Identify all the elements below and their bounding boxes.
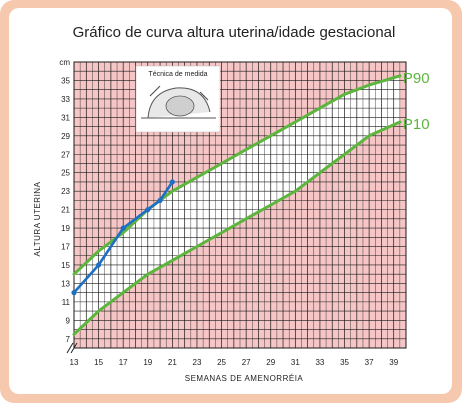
measurement-point	[169, 179, 175, 185]
x-tick-label: 35	[340, 358, 349, 367]
y-tick-label: 25	[61, 169, 70, 178]
x-tick-label: 27	[242, 358, 251, 367]
y-tick-label: 31	[61, 113, 70, 122]
x-tick-label: 17	[119, 358, 128, 367]
y-tick-label: 19	[61, 224, 70, 233]
series-label-p90: P90	[403, 70, 430, 87]
measurement-point	[71, 290, 77, 296]
y-tick-label: 9	[66, 316, 71, 325]
y-unit-label: cm	[59, 58, 70, 67]
x-tick-label: 15	[94, 358, 103, 367]
chart-title: Gráfico de curva altura uterina/idade ge…	[73, 24, 396, 41]
plot-border	[73, 61, 407, 349]
pregnant-belly-illustration	[141, 85, 216, 119]
y-tick-label: 21	[61, 206, 70, 215]
measurement-point	[157, 197, 163, 203]
x-tick-label: 13	[70, 358, 79, 367]
measurement-series-line	[72, 180, 174, 294]
measurement-point	[95, 262, 102, 268]
axis-break-icon	[66, 342, 78, 354]
y-tick-label: 15	[61, 261, 70, 270]
x-tick-label: 19	[143, 358, 152, 367]
x-tick-label: 25	[217, 358, 226, 367]
x-tick-label: 37	[365, 358, 374, 367]
measurement-point	[145, 207, 151, 213]
measurement-point	[120, 225, 126, 231]
x-tick-label: 31	[291, 358, 300, 367]
x-axis-label: SEMANAS DE AMENORRÉIA	[185, 374, 304, 383]
percentile-p10-line	[72, 120, 402, 336]
y-tick-label: 35	[61, 76, 70, 85]
x-tick-label: 21	[168, 358, 177, 367]
y-tick-label: 29	[61, 132, 70, 141]
y-axis-label: ALTURA UTERINA	[33, 181, 42, 256]
x-tick-label: 29	[266, 358, 275, 367]
inset-caption: Técnica de medida	[148, 71, 207, 78]
x-tick-label: 33	[315, 358, 324, 367]
y-tick-label: 17	[61, 243, 70, 252]
y-tick-label: 27	[61, 150, 70, 159]
y-tick-label: 33	[61, 95, 70, 104]
y-tick-label: 11	[62, 298, 71, 307]
y-tick-label: 23	[61, 187, 70, 196]
x-tick-label: 23	[193, 358, 202, 367]
series-label-p10: P10	[403, 116, 430, 133]
measurement-technique-inset: Técnica de medida	[135, 65, 221, 133]
y-tick-label: 7	[66, 335, 71, 344]
x-tick-label: 39	[389, 358, 398, 367]
percentile-p90-line	[72, 74, 402, 276]
y-tick-label: 13	[61, 279, 70, 288]
